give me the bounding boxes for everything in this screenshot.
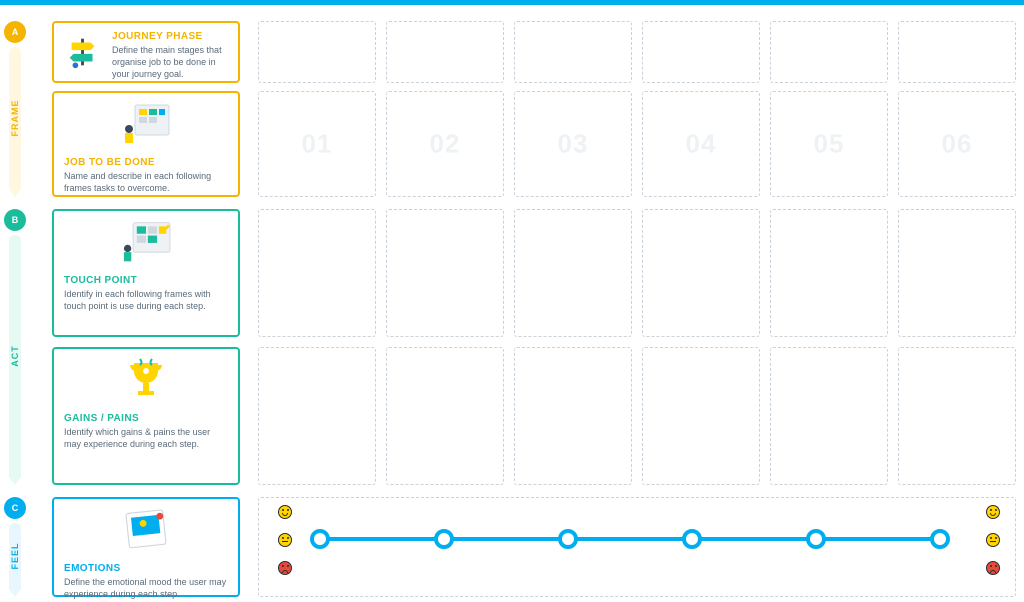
card-text: EMOTIONS Define the emotional mood the us… xyxy=(64,563,228,600)
card-title: EMOTIONS xyxy=(64,563,228,574)
phase-number: 05 xyxy=(814,129,845,160)
emotion-node[interactable] xyxy=(310,529,330,549)
emotion-node[interactable] xyxy=(806,529,826,549)
emotion-node[interactable] xyxy=(558,529,578,549)
emoji-happy-icon xyxy=(278,505,292,519)
card-text: JOB TO BE DONE Name and describe in each … xyxy=(64,157,228,194)
emoji-neutral-icon xyxy=(986,533,1000,547)
grid-cell[interactable] xyxy=(386,21,504,83)
card-touch-point: TOUCH POINT Identify in each following fr… xyxy=(52,209,240,337)
card-title: JOURNEY PHASE xyxy=(112,31,228,42)
section-badge-a: A xyxy=(4,21,26,43)
card-title: GAINS / PAINS xyxy=(64,413,228,424)
grid-cell[interactable] xyxy=(386,347,504,485)
grid-cell[interactable] xyxy=(770,209,888,337)
touchpoint-illustration xyxy=(64,219,228,265)
polaroid-illustration xyxy=(64,507,228,553)
card-desc: Name and describe in each following fram… xyxy=(64,170,228,194)
card-gains-pains: GAINS / PAINS Identify which gains & pain… xyxy=(52,347,240,485)
card-desc: Define the main stages that organise job… xyxy=(112,44,228,80)
grid-cell[interactable] xyxy=(642,21,760,83)
card-job-to-be-done: JOB TO BE DONE Name and describe in each … xyxy=(52,91,240,197)
signpost-illustration xyxy=(64,31,102,73)
section-rail-label: ACT xyxy=(10,345,20,367)
card-title: TOUCH POINT xyxy=(64,275,228,286)
grid-cell[interactable] xyxy=(258,21,376,83)
phase-number: 03 xyxy=(558,129,589,160)
grid-cell[interactable] xyxy=(514,347,632,485)
card-text: TOUCH POINT Identify in each following fr… xyxy=(64,275,228,327)
section-rail-label: FEEL xyxy=(10,542,20,569)
phase-number: 04 xyxy=(686,129,717,160)
card-emotions: EMOTIONS Define the emotional mood the us… xyxy=(52,497,240,597)
card-journey-phase: JOURNEY PHASE Define the main stages that… xyxy=(52,21,240,83)
journey-map-canvas: A FRAME B ACT C FEEL JOURNEY PHASE Define the m… xyxy=(0,5,1024,602)
section-rail-label: FRAME xyxy=(10,100,20,137)
emoji-sad-icon xyxy=(278,561,292,575)
emotions-panel xyxy=(258,497,1016,597)
trophy-illustration xyxy=(64,357,228,403)
section-rail-feel: FEEL xyxy=(9,523,21,589)
emoji-happy-icon xyxy=(986,505,1000,519)
grid-cell[interactable] xyxy=(642,347,760,485)
card-desc: Identify in each following frames with t… xyxy=(64,288,228,312)
grid-cell[interactable] xyxy=(514,209,632,337)
grid-cell[interactable] xyxy=(770,347,888,485)
kanban-illustration xyxy=(64,101,228,147)
grid-cell[interactable] xyxy=(258,347,376,485)
section-rail-act: ACT xyxy=(9,235,21,477)
emotion-line xyxy=(320,537,940,541)
card-text: JOURNEY PHASEDefine the main stages that… xyxy=(112,31,228,73)
grid-cell[interactable] xyxy=(898,347,1016,485)
emotion-node[interactable] xyxy=(930,529,950,549)
card-desc: Define the emotional mood the user may e… xyxy=(64,576,228,600)
card-title: JOB TO BE DONE xyxy=(64,157,228,168)
emoji-sad-icon xyxy=(986,561,1000,575)
section-badge-c: C xyxy=(4,497,26,519)
phase-number: 06 xyxy=(942,129,973,160)
grid-cell[interactable] xyxy=(770,21,888,83)
section-badge-b: B xyxy=(4,209,26,231)
grid-cell[interactable] xyxy=(642,209,760,337)
emotion-node[interactable] xyxy=(434,529,454,549)
card-desc: Identify which gains & pains the user ma… xyxy=(64,426,228,450)
grid-cell[interactable] xyxy=(898,21,1016,83)
grid-cell[interactable] xyxy=(514,21,632,83)
grid-cell[interactable] xyxy=(898,209,1016,337)
card-text: GAINS / PAINS Identify which gains & pain… xyxy=(64,413,228,475)
grid-cell[interactable] xyxy=(386,209,504,337)
emoji-neutral-icon xyxy=(278,533,292,547)
phase-number: 01 xyxy=(302,129,333,160)
section-rail-frame: FRAME xyxy=(9,47,21,189)
phase-number: 02 xyxy=(430,129,461,160)
emotion-node[interactable] xyxy=(682,529,702,549)
grid-cell[interactable] xyxy=(258,209,376,337)
